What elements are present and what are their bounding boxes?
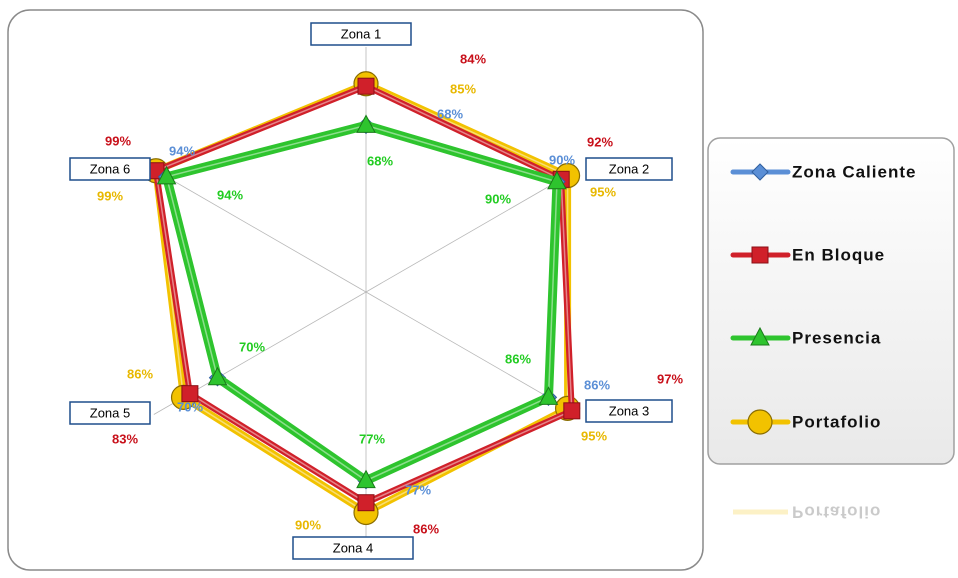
value-label: 77% bbox=[359, 431, 385, 446]
value-label: 86% bbox=[127, 366, 153, 381]
value-label: 99% bbox=[97, 188, 123, 203]
marker bbox=[357, 494, 375, 512]
marker bbox=[538, 386, 559, 405]
category-label: Zona 5 bbox=[90, 405, 130, 420]
marker bbox=[207, 366, 228, 386]
category-label: Zona 6 bbox=[90, 161, 130, 176]
category-label: Zona 2 bbox=[609, 161, 649, 176]
legend-box bbox=[707, 137, 955, 465]
value-label: 70% bbox=[239, 339, 265, 354]
value-label: 86% bbox=[413, 521, 439, 536]
value-label: 94% bbox=[169, 143, 195, 158]
value-label: 84% bbox=[460, 51, 486, 66]
marker bbox=[356, 469, 376, 489]
category-label: Zona 1 bbox=[341, 26, 381, 41]
marker bbox=[747, 409, 773, 435]
category-box bbox=[69, 157, 151, 181]
value-label: 68% bbox=[437, 106, 463, 121]
marker bbox=[357, 77, 375, 95]
marker bbox=[750, 326, 770, 346]
value-label: 85% bbox=[450, 81, 476, 96]
category-label: Zona 4 bbox=[333, 540, 373, 555]
spoke bbox=[365, 291, 579, 415]
legend-label: Zona Caliente bbox=[792, 162, 916, 181]
marker bbox=[156, 165, 177, 185]
value-label: 86% bbox=[584, 377, 610, 392]
plot-panel bbox=[7, 9, 704, 571]
legend-label: En Bloque bbox=[792, 245, 885, 264]
value-label: 83% bbox=[112, 431, 138, 446]
category-box bbox=[69, 401, 151, 425]
category-label: Zona 3 bbox=[609, 403, 649, 418]
legend-label: Presencia bbox=[792, 328, 881, 347]
value-label: 92% bbox=[587, 134, 613, 149]
marker bbox=[751, 163, 769, 181]
category-box bbox=[585, 157, 673, 181]
value-label: 97% bbox=[657, 371, 683, 386]
marker bbox=[181, 385, 199, 403]
category-box bbox=[292, 536, 414, 560]
value-label: 77% bbox=[405, 482, 431, 497]
value-label: 90% bbox=[549, 152, 575, 167]
legend-reflection: Portafolio bbox=[733, 503, 881, 522]
marker bbox=[563, 402, 581, 420]
value-label: 95% bbox=[581, 428, 607, 443]
category-box bbox=[310, 22, 412, 46]
value-label: 90% bbox=[295, 517, 321, 532]
value-label: 70% bbox=[177, 399, 203, 414]
legend-label: Portafolio bbox=[792, 412, 881, 431]
marker bbox=[547, 170, 567, 190]
value-label: 95% bbox=[590, 184, 616, 199]
spoke bbox=[153, 169, 367, 293]
legend-reflection-label: Portafolio bbox=[792, 503, 881, 522]
value-label: 94% bbox=[217, 187, 243, 202]
marker bbox=[751, 246, 769, 264]
value-label: 86% bbox=[505, 351, 531, 366]
category-box bbox=[585, 399, 673, 423]
value-label: 90% bbox=[485, 191, 511, 206]
spoke bbox=[365, 169, 579, 293]
value-label: 99% bbox=[105, 133, 131, 148]
value-label: 68% bbox=[367, 153, 393, 168]
marker bbox=[356, 114, 376, 133]
